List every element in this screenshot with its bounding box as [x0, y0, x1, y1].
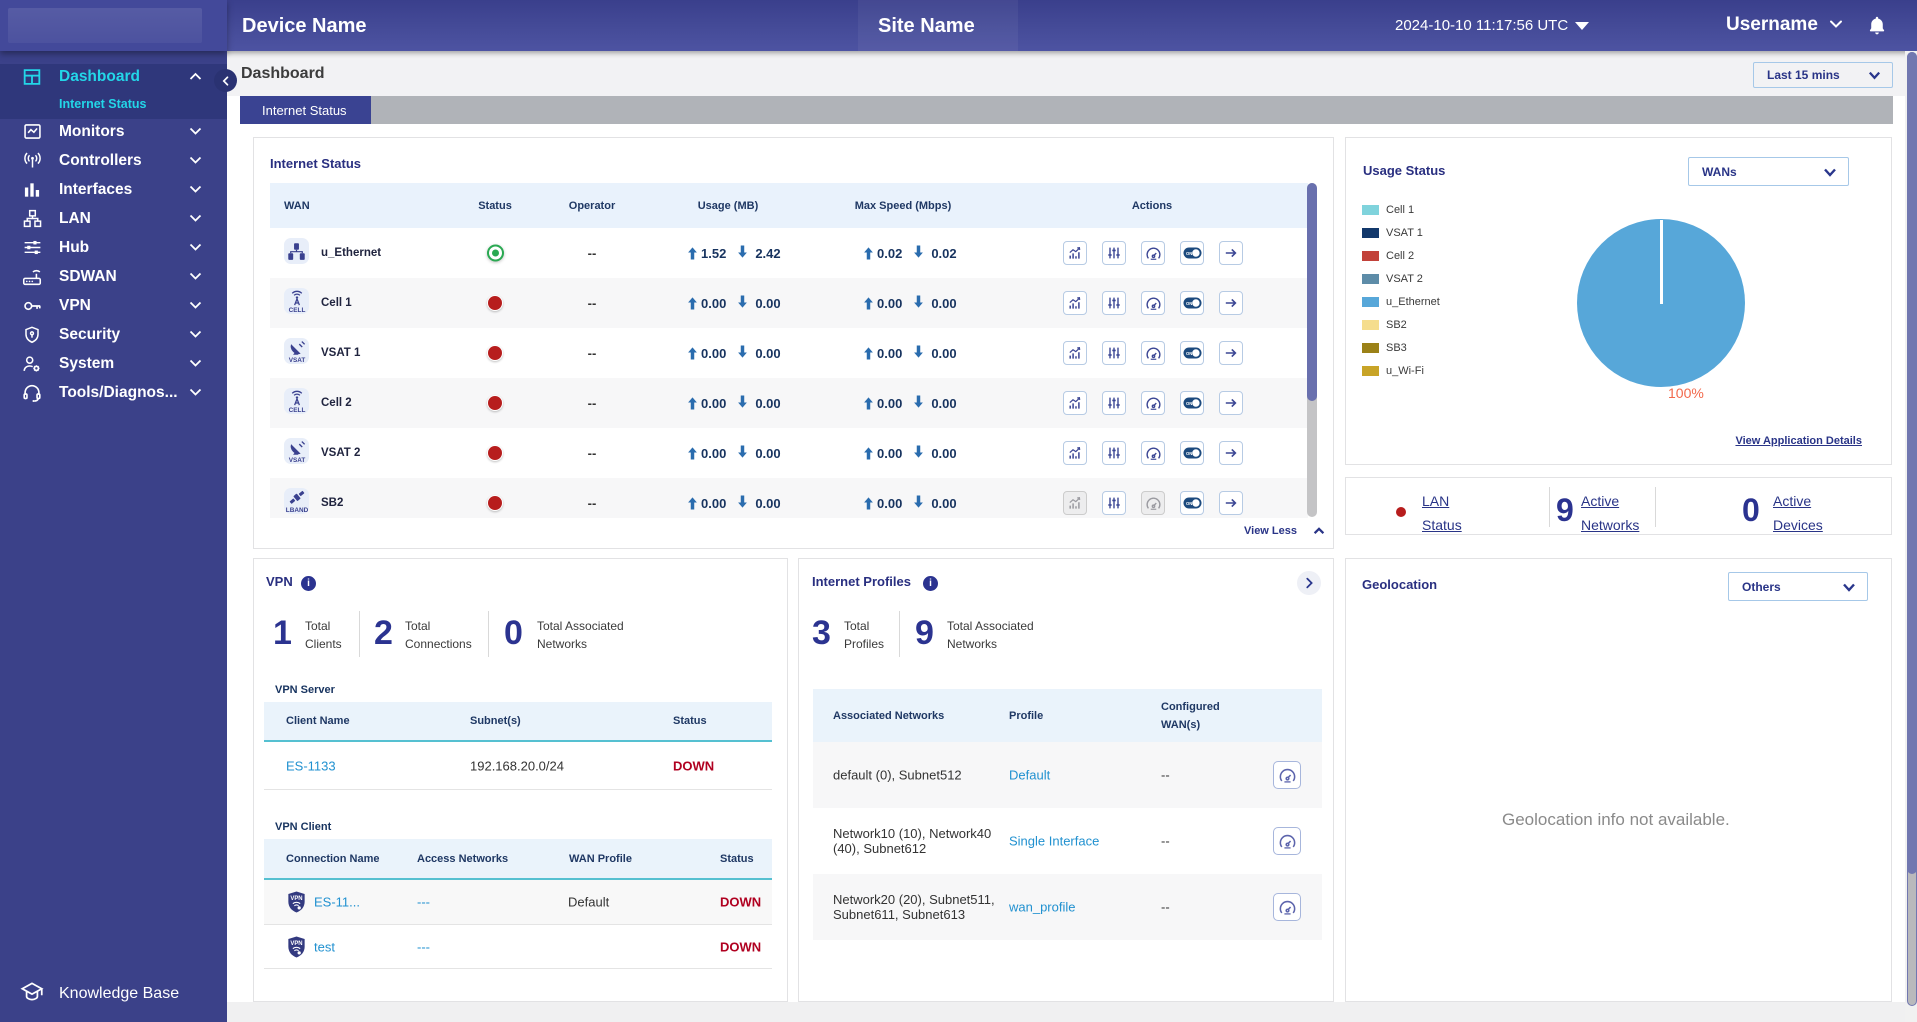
svg-text:ON: ON	[1186, 401, 1192, 406]
svg-text:LBAND: LBAND	[286, 507, 308, 513]
svg-text:ON: ON	[1186, 451, 1192, 456]
svg-text:CELL: CELL	[288, 407, 305, 413]
svg-text:ON: ON	[1186, 301, 1192, 306]
svg-text:ON: ON	[1186, 501, 1192, 506]
svg-text:VPN: VPN	[290, 896, 302, 902]
svg-text:VPN: VPN	[290, 941, 302, 947]
svg-text:ON: ON	[1186, 251, 1192, 256]
svg-text:ON: ON	[1186, 351, 1192, 356]
svg-text:VSAT: VSAT	[288, 357, 305, 363]
svg-text:VSAT: VSAT	[288, 457, 305, 463]
svg-text:CELL: CELL	[288, 307, 305, 313]
